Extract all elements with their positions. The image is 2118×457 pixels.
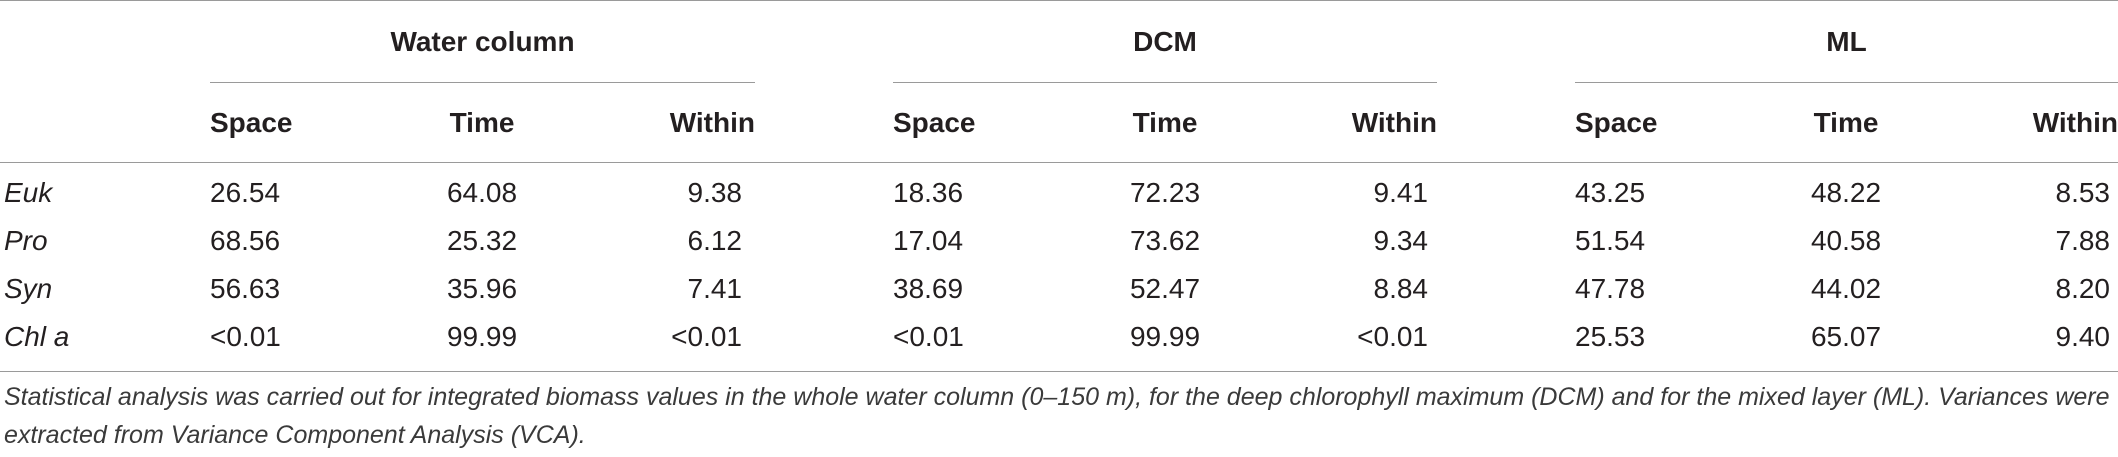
table-cell: 56.63 (210, 273, 281, 304)
subheader-ml-space: Space (1575, 107, 1658, 138)
group-rule-dcm (893, 82, 1437, 83)
table-cell: 9.40 (2055, 321, 2111, 352)
subheader-water-column-space: Space (210, 107, 293, 138)
table-cell: 25.32 (446, 225, 518, 256)
group-header-dcm: DCM (1133, 26, 1197, 57)
row-label-chl-a: Chl a (4, 321, 70, 352)
header-bottom-rule (0, 162, 2118, 163)
table-cell: <0.01 (671, 321, 742, 352)
table-cell: 48.22 (1810, 177, 1882, 208)
table-cell: 38.69 (893, 273, 964, 304)
subheader-water-column-time: Time (449, 107, 515, 138)
table-cell: 8.53 (2055, 177, 2111, 208)
table-cell: 7.88 (2055, 225, 2111, 256)
table-cell: 73.62 (1129, 225, 1201, 256)
subheader-dcm-time: Time (1132, 107, 1198, 138)
subheader-dcm-within: Within (1351, 107, 1437, 138)
table-cell: 68.56 (210, 225, 281, 256)
table-cell: 9.38 (687, 177, 743, 208)
table-cell: 7.41 (687, 273, 743, 304)
table-cell: 26.54 (210, 177, 281, 208)
table-cell: 64.08 (446, 177, 518, 208)
table-cell: 65.07 (1810, 321, 1882, 352)
row-label-syn: Syn (4, 273, 53, 304)
subheader-water-column-within: Within (669, 107, 755, 138)
table-cell: 40.58 (1810, 225, 1882, 256)
table-cell: 99.99 (1129, 321, 1201, 352)
table-cell: <0.01 (893, 321, 964, 352)
table-cell: 52.47 (1129, 273, 1201, 304)
row-label-euk: Euk (4, 177, 53, 208)
table-cell: <0.01 (1357, 321, 1428, 352)
table-cell: 8.84 (1373, 273, 1429, 304)
table-cell: <0.01 (210, 321, 281, 352)
table-cell: 47.78 (1575, 273, 1646, 304)
group-rule-water-column (210, 82, 755, 83)
table-cell: 9.41 (1373, 177, 1429, 208)
table-cell: 6.12 (687, 225, 743, 256)
subheader-ml-time: Time (1813, 107, 1879, 138)
table-cell: 43.25 (1575, 177, 1646, 208)
table-cell: 51.54 (1575, 225, 1646, 256)
table-cell: 72.23 (1129, 177, 1201, 208)
table-cell: 25.53 (1575, 321, 1646, 352)
group-rule-ml (1575, 82, 2118, 83)
subheader-ml-within: Within (2032, 107, 2118, 138)
table-cell: 8.20 (2055, 273, 2111, 304)
top-rule (0, 0, 2118, 1)
table-footnote: Statistical analysis was carried out for… (4, 383, 2110, 449)
table-cell: 99.99 (446, 321, 518, 352)
subheader-dcm-space: Space (893, 107, 976, 138)
table-bottom-rule (0, 371, 2118, 372)
table-cell: 35.96 (446, 273, 518, 304)
table-cell: 18.36 (893, 177, 964, 208)
row-label-pro: Pro (4, 225, 48, 256)
table-cell: 9.34 (1373, 225, 1429, 256)
table-cell: 17.04 (893, 225, 964, 256)
group-header-water-column: Water column (390, 26, 575, 57)
table-cell: 44.02 (1810, 273, 1882, 304)
group-header-ml: ML (1826, 26, 1867, 57)
